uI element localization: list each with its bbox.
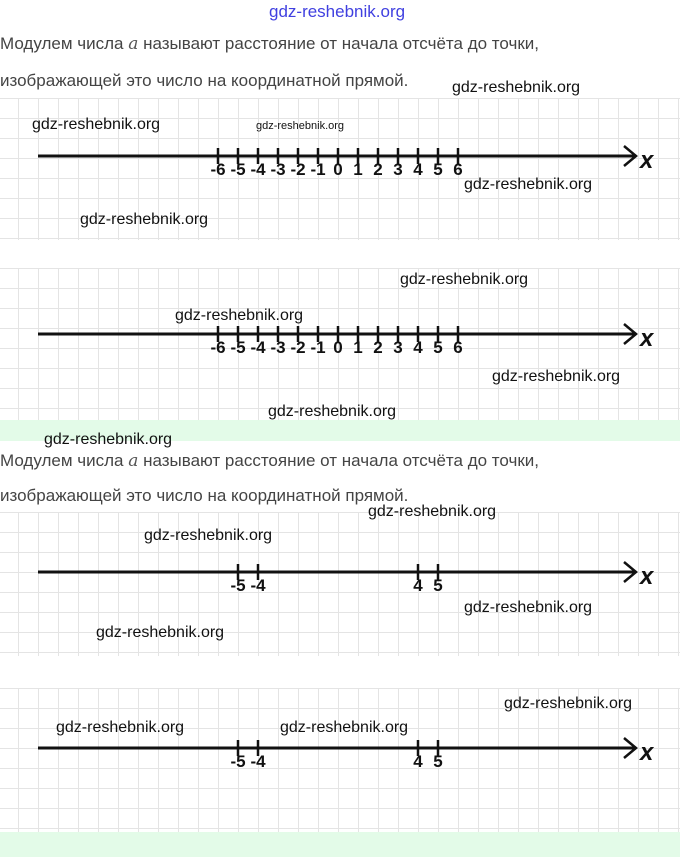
axis-label: x — [638, 563, 655, 590]
watermark: gdz-reshebnik.org — [268, 403, 397, 420]
number-line-2: x -6 -5 -4 -3 -2 -1 0 1 2 3 4 5 6 — [38, 323, 655, 354]
tick-label: 1 — [353, 338, 362, 354]
number-line-3: x -5 -4 4 5 — [38, 561, 655, 592]
text: Модулем числа — [0, 34, 129, 53]
grid-section-2 — [0, 268, 680, 420]
tick-label: 1 — [353, 160, 362, 176]
text: называют расстояние от начала отсчёта до… — [138, 451, 539, 470]
definition-line-1: Модулем числа a называют расстояние от н… — [0, 34, 539, 54]
tick-label: -2 — [290, 160, 305, 176]
tick-label: -1 — [310, 338, 325, 354]
watermark: gdz-reshebnik.org — [96, 624, 225, 641]
grid-section-1 — [0, 98, 680, 240]
watermark: gdz-reshebnik.org — [144, 527, 273, 544]
grid-section-4 — [0, 688, 680, 832]
tick-label: -5 — [230, 576, 245, 592]
axis-label: x — [638, 739, 655, 766]
separator-band — [0, 420, 680, 441]
axis-label: x — [638, 147, 655, 174]
tick-label: 5 — [433, 752, 442, 768]
arrow-icon — [623, 561, 638, 583]
number-line-4: x -5 -4 4 5 — [38, 737, 655, 768]
tick-label: -6 — [210, 160, 225, 176]
text: Модулем числа — [0, 451, 129, 470]
tick-label: -3 — [270, 338, 285, 354]
watermark: gdz-reshebnik.org — [368, 503, 497, 520]
grid-section-3 — [0, 512, 680, 656]
tick-label: 3 — [393, 338, 402, 354]
watermark: gdz-reshebnik.org — [492, 368, 621, 385]
watermark: gdz-reshebnik.org — [504, 695, 633, 712]
tick-label: 6 — [453, 160, 462, 176]
tick-label: 4 — [413, 160, 423, 176]
tick-label: -4 — [250, 338, 266, 354]
watermark: gdz-reshebnik.org — [452, 79, 581, 96]
separator-band — [0, 832, 680, 857]
tick-label: 4 — [413, 338, 423, 354]
tick-label: -3 — [270, 160, 285, 176]
tick-label: -5 — [230, 752, 245, 768]
definition-line-2: изображающей это число на координатной п… — [0, 71, 409, 90]
watermark: gdz-reshebnik.org — [32, 116, 161, 133]
tick-label: -5 — [230, 338, 245, 354]
watermark: gdz-reshebnik.org — [464, 599, 593, 616]
tick-label: 3 — [393, 160, 402, 176]
tick-label: 0 — [333, 338, 342, 354]
arrow-icon — [623, 737, 638, 759]
site-watermark-link[interactable]: gdz-reshebnik.org — [269, 2, 406, 21]
tick-label: 6 — [453, 338, 462, 354]
tick-label: -4 — [250, 576, 266, 592]
number-line-1: x -6 -5 -4 -3 -2 -1 0 1 2 3 4 5 6 — [38, 145, 655, 176]
watermark: gdz-reshebnik.org — [280, 719, 409, 736]
tick-label: -6 — [210, 338, 225, 354]
watermark: gdz-reshebnik.org — [400, 271, 529, 288]
variable-a: a — [128, 451, 139, 471]
tick-label: 0 — [333, 160, 342, 176]
arrow-icon — [623, 145, 638, 167]
tick-label: 4 — [413, 576, 423, 592]
watermark: gdz-reshebnik.org — [464, 176, 593, 193]
tick-label: -4 — [250, 160, 266, 176]
definition-line-2-repeat: изображающей это число на координатной п… — [0, 486, 409, 505]
variable-a: a — [128, 34, 139, 54]
tick-label: -4 — [250, 752, 266, 768]
text: называют расстояние от начала отсчёта до… — [138, 34, 539, 53]
tick-label: 5 — [433, 160, 442, 176]
definition-line-1-repeat: Модулем числа a называют расстояние от н… — [0, 451, 539, 471]
tick-label: -2 — [290, 338, 305, 354]
tick-label: 5 — [433, 576, 442, 592]
watermark: gdz-reshebnik.org — [44, 431, 173, 448]
arrow-icon — [623, 323, 638, 345]
axis-label: x — [638, 325, 655, 352]
watermark: gdz-reshebnik.org — [56, 719, 185, 736]
tick-label: -5 — [230, 160, 245, 176]
tick-label: 4 — [413, 752, 423, 768]
watermark: gdz-reshebnik.org — [80, 211, 209, 228]
tick-label: 2 — [373, 160, 382, 176]
tick-label: 5 — [433, 338, 442, 354]
watermark: gdz-reshebnik.org — [175, 307, 304, 324]
tick-label: 2 — [373, 338, 382, 354]
tick-label: -1 — [310, 160, 325, 176]
watermark: gdz-reshebnik.org — [256, 120, 345, 132]
